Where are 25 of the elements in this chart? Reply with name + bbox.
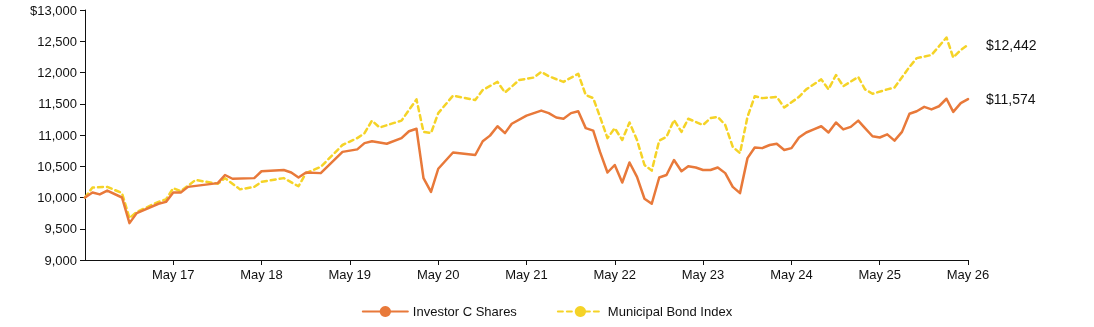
x-tick-label: May 25 bbox=[858, 267, 902, 282]
x-tick-label: May 20 bbox=[416, 267, 460, 282]
x-tick-label: May 24 bbox=[770, 267, 813, 282]
legend-label: Investor C Shares bbox=[412, 304, 518, 319]
y-tick-label: 12,500 bbox=[37, 33, 77, 49]
y-tick-label: 11,500 bbox=[38, 96, 77, 112]
y-tick-label: 9,500 bbox=[44, 221, 77, 237]
x-tick-label: May 23 bbox=[681, 267, 725, 282]
y-tick-label: 9,000 bbox=[44, 252, 77, 268]
line-series bbox=[83, 97, 970, 225]
x-tick-label: May 18 bbox=[240, 267, 283, 282]
x-tick-label: May 21 bbox=[505, 267, 548, 282]
annotation: $11,574 bbox=[986, 91, 1036, 108]
x-tick-label: May 19 bbox=[328, 267, 372, 282]
y-tick-label: 11,000 bbox=[38, 127, 77, 143]
legend-label: Municipal Bond Index bbox=[607, 304, 733, 319]
y-tick-label: $13,000 bbox=[30, 2, 77, 18]
x-tick-label: May 22 bbox=[593, 267, 637, 282]
x-tick-label: May 17 bbox=[151, 267, 195, 282]
y-tick-label: 12,000 bbox=[37, 65, 77, 80]
annotation: $12,442 bbox=[986, 36, 1037, 53]
line-series bbox=[83, 36, 970, 220]
y-tick-label: 10,000 bbox=[37, 190, 77, 205]
x-tick-label: May 26 bbox=[946, 267, 990, 282]
y-tick-label: 10,500 bbox=[37, 158, 77, 174]
